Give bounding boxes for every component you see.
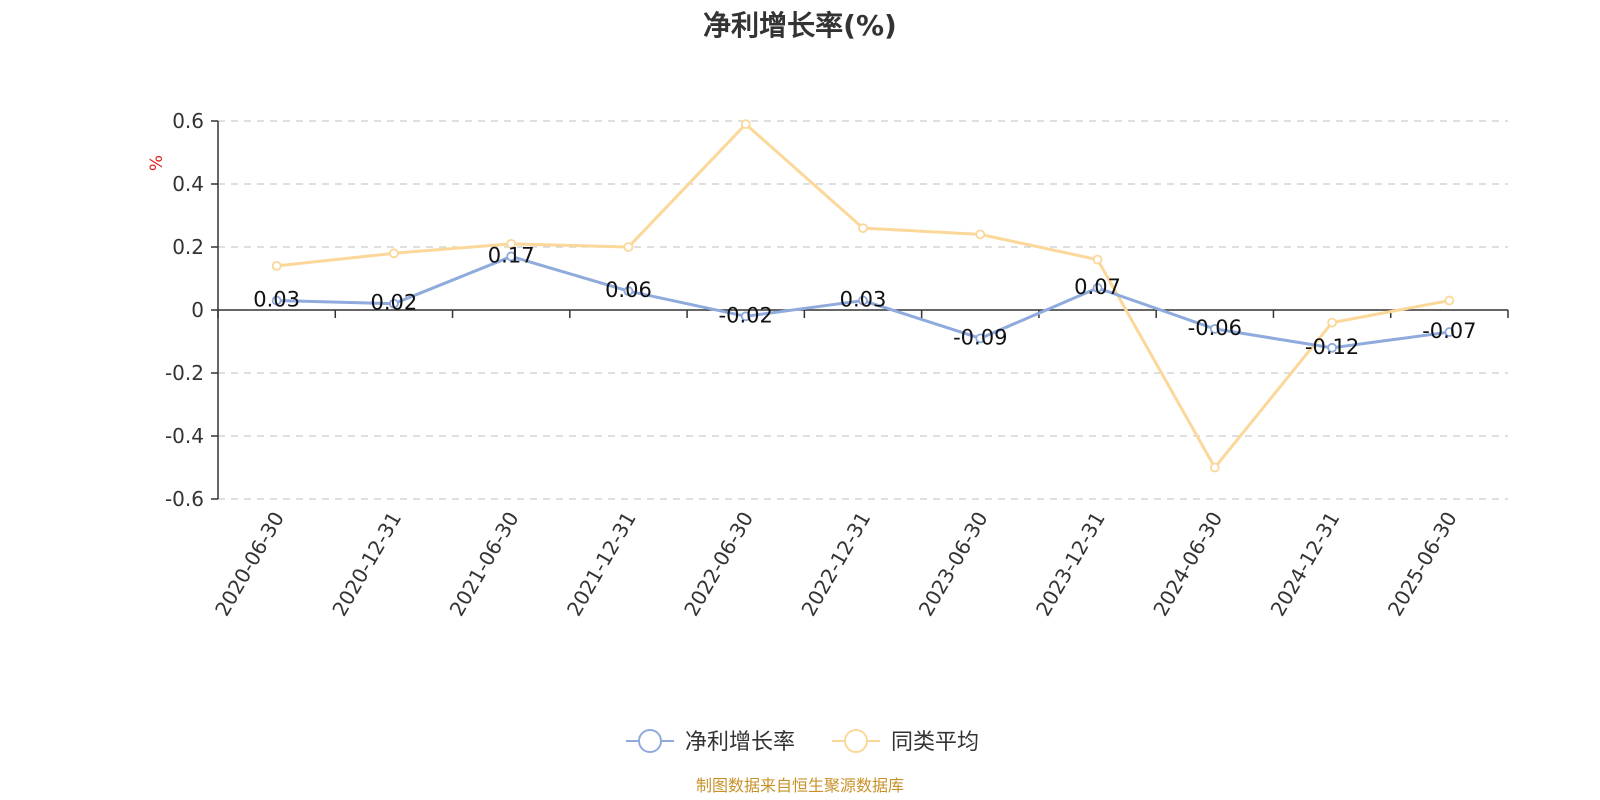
source-note: 制图数据来自恒生聚源数据库 bbox=[695, 776, 904, 795]
data-label: 0.07 bbox=[1074, 275, 1121, 299]
data-label: 0.02 bbox=[371, 291, 418, 315]
data-label: 0.17 bbox=[488, 243, 535, 267]
y-tick-label: 0.6 bbox=[172, 109, 204, 133]
series-0-point bbox=[858, 295, 868, 306]
x-tick-label: 2024-12-31 bbox=[1266, 508, 1345, 621]
y-tick-label: -0.6 bbox=[165, 487, 204, 511]
series-1-point bbox=[1327, 317, 1337, 328]
legend-marker-0 bbox=[638, 729, 662, 753]
series-0-point bbox=[975, 333, 986, 344]
series-1-point bbox=[271, 260, 282, 271]
series-1-point bbox=[1444, 295, 1455, 306]
data-labels: 0.03 0.02 0.17 0.06 -0.02 0.03 -0.09 0.07 -0.06 -… bbox=[253, 243, 1476, 358]
data-label: 0.03 bbox=[840, 288, 887, 312]
series-1-point bbox=[389, 248, 399, 259]
series-1-point bbox=[623, 242, 634, 252]
series-1-point bbox=[858, 223, 868, 234]
data-label: -0.02 bbox=[719, 303, 773, 327]
x-tick-label: 2021-12-31 bbox=[562, 508, 641, 621]
data-label: -0.07 bbox=[1422, 319, 1476, 343]
series-lines bbox=[271, 119, 1455, 473]
y-tick-label: -0.4 bbox=[165, 424, 204, 448]
x-tick-label: 2020-06-30 bbox=[210, 508, 289, 621]
chart-title: 净利增长率(%) bbox=[703, 9, 897, 42]
series-0-point bbox=[1444, 327, 1455, 337]
series-0-point bbox=[740, 311, 751, 322]
x-tick-label: 2024-06-30 bbox=[1148, 508, 1227, 621]
y-tick-label: 0.4 bbox=[172, 172, 204, 196]
data-label: -0.06 bbox=[1188, 316, 1242, 340]
data-label: -0.12 bbox=[1305, 335, 1359, 359]
series-1-point bbox=[506, 238, 517, 249]
x-tick-label: 2023-12-31 bbox=[1031, 508, 1110, 621]
data-label: -0.09 bbox=[953, 325, 1007, 349]
data-label: 0.03 bbox=[253, 288, 300, 312]
legend-label-1: 同类平均 bbox=[891, 730, 979, 755]
legend-label-0: 净利增长率 bbox=[685, 730, 795, 755]
series-0-point bbox=[623, 286, 634, 297]
series-1-point bbox=[1092, 254, 1103, 265]
y-tick-label: -0.2 bbox=[165, 361, 204, 385]
series-1-point bbox=[740, 119, 751, 130]
x-tick-label: 2023-06-30 bbox=[914, 508, 993, 621]
grid-lines bbox=[218, 120, 1508, 500]
legend[interactable]: 净利增长率 同类平均 bbox=[626, 729, 979, 755]
series-1-point bbox=[1209, 462, 1220, 473]
x-tick-label: 2022-06-30 bbox=[679, 508, 758, 621]
x-tick-label: 2021-06-30 bbox=[445, 508, 524, 621]
x-tick-label: 2020-12-31 bbox=[327, 507, 406, 620]
series-1-point bbox=[975, 229, 986, 240]
x-tick-label: 2025-06-30 bbox=[1383, 508, 1462, 621]
y-axis-title: % bbox=[147, 155, 167, 171]
series-0-point bbox=[271, 295, 282, 306]
series-0-point bbox=[1327, 342, 1337, 353]
series-0-point bbox=[1209, 323, 1220, 334]
axes: 0.6 0.4 0.2 0 -0.2 -0.4 -0.6% 2020-06-30 2020-12… bbox=[147, 109, 1509, 621]
series-0-point bbox=[506, 251, 517, 262]
y-tick-label: 0 bbox=[191, 298, 204, 322]
series-0-point bbox=[1092, 283, 1103, 293]
series-0-point bbox=[389, 298, 399, 309]
data-label: 0.06 bbox=[605, 278, 652, 302]
y-tick-label: 0.2 bbox=[172, 235, 204, 259]
x-tick-label: 2022-12-31 bbox=[796, 508, 875, 621]
legend-marker-1 bbox=[844, 729, 868, 753]
